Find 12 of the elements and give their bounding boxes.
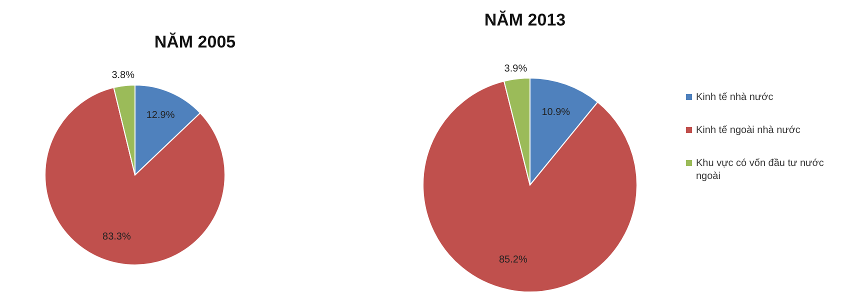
data-label: 83.3% <box>102 232 132 243</box>
data-label: 3.9% <box>504 63 528 74</box>
data-label: 10.9% <box>542 106 570 118</box>
pie-slice <box>44 87 226 266</box>
chart-title: NĂM 2005 <box>154 32 236 52</box>
legend-label: Kinh tế ngoài nhà nước <box>696 124 800 137</box>
legend-label: Kinh tế nhà nước <box>696 91 774 104</box>
legend-label: Khu vực có vốn đầu tư nước ngoài <box>696 157 825 183</box>
data-label: 12.9% <box>146 110 175 121</box>
data-label: 3.8% <box>112 70 135 82</box>
chart-title: NĂM 2013 <box>484 10 566 30</box>
data-label: 85.2% <box>499 254 528 266</box>
